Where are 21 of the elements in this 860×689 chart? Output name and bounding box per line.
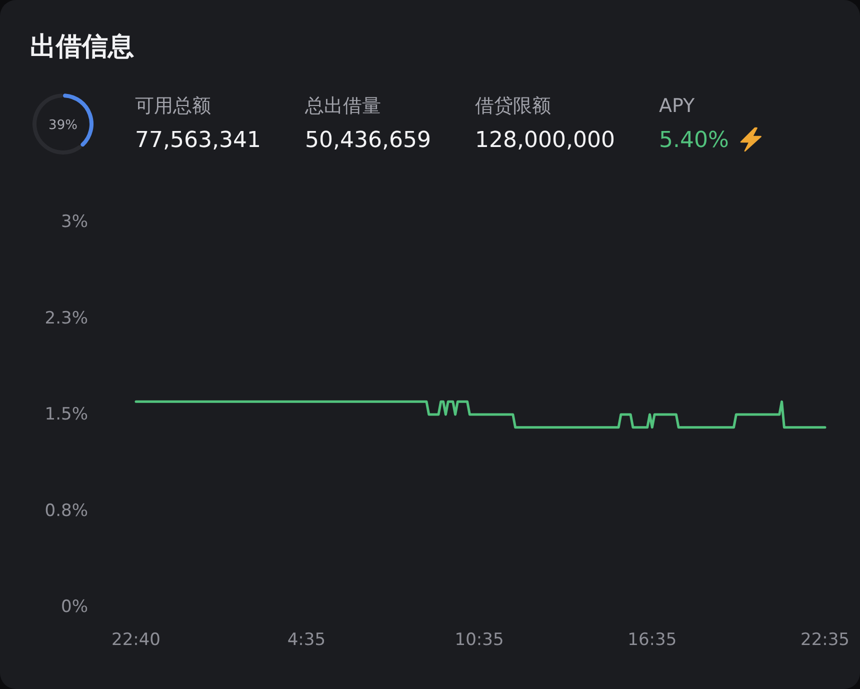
x-tick-label: 22:40 [112,630,160,650]
x-tick-label: 16:35 [628,630,677,650]
category-label: 总出借量 [304,95,381,117]
category-label: APY [659,95,696,117]
x-tick-label: 4:35 [287,630,326,650]
text: 128,000,000 [475,128,615,153]
text: 39% [48,118,78,132]
category-label: 可用总额 [135,95,211,117]
text: 5.40% [659,128,729,153]
donut-slice [32,94,82,154]
x-tick-label: 22:35 [800,630,850,650]
chart-title: 出借信息 [30,32,134,62]
y-tick-label: 2.3% [44,308,88,328]
y-tick-label: 1.5% [44,404,88,424]
category-label: 借贷限额 [475,95,551,117]
y-tick-label: 0.8% [44,500,88,521]
text: 50,436,659 [305,128,431,153]
y-tick-label: 3% [61,212,88,232]
x-tick-label: 10:35 [454,630,504,650]
text: 77,563,341 [135,128,261,153]
y-tick-label: 0% [61,597,88,617]
